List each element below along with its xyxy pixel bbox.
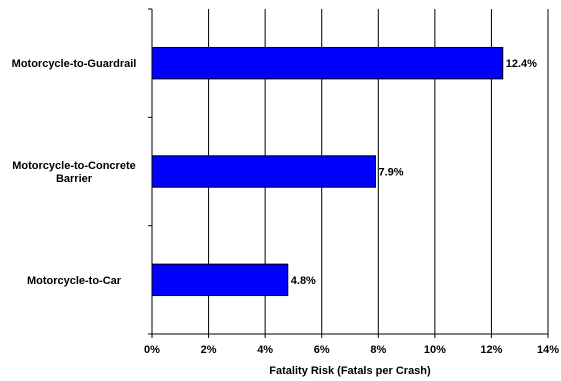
data-label: 12.4% — [506, 58, 537, 70]
x-tick-label: 8% — [370, 344, 386, 356]
data-labels: 12.4% 7.9% 4.8% — [291, 58, 537, 287]
x-axis-label: Fatality Risk (Fatals per Crash) — [269, 365, 431, 377]
data-label: 7.9% — [378, 167, 403, 179]
bar — [151, 46, 504, 80]
bar — [151, 155, 376, 188]
category-labels: Motorcycle-to-Guardrail Motorcycle-to-Con… — [12, 58, 137, 287]
x-tick-label: 4% — [257, 344, 273, 356]
category-label: Barrier — [56, 173, 93, 185]
x-tick-label: 6% — [314, 344, 330, 356]
category-label: Motorcycle-to-Concrete — [12, 160, 135, 172]
bars — [151, 46, 504, 297]
x-tick-label: 0% — [144, 344, 160, 356]
category-label: Motorcycle-to-Guardrail — [12, 58, 137, 70]
axes — [148, 8, 549, 338]
bar — [151, 263, 289, 297]
data-label: 4.8% — [291, 275, 316, 287]
x-tick-label: 2% — [201, 344, 217, 356]
x-tick-label: 12% — [480, 344, 502, 356]
x-tick-labels: 0% 2% 4% 6% 8% 10% 12% 14% — [144, 344, 559, 356]
x-tick-label: 14% — [537, 344, 559, 356]
x-tick-label: 10% — [424, 344, 446, 356]
category-label: Motorcycle-to-Car — [27, 275, 122, 287]
